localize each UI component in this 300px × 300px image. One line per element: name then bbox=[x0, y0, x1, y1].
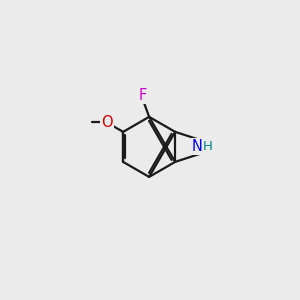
Text: H: H bbox=[203, 140, 213, 153]
Text: F: F bbox=[138, 88, 146, 103]
Text: N: N bbox=[192, 140, 203, 154]
Text: -: - bbox=[200, 140, 206, 154]
Text: O: O bbox=[101, 115, 112, 130]
